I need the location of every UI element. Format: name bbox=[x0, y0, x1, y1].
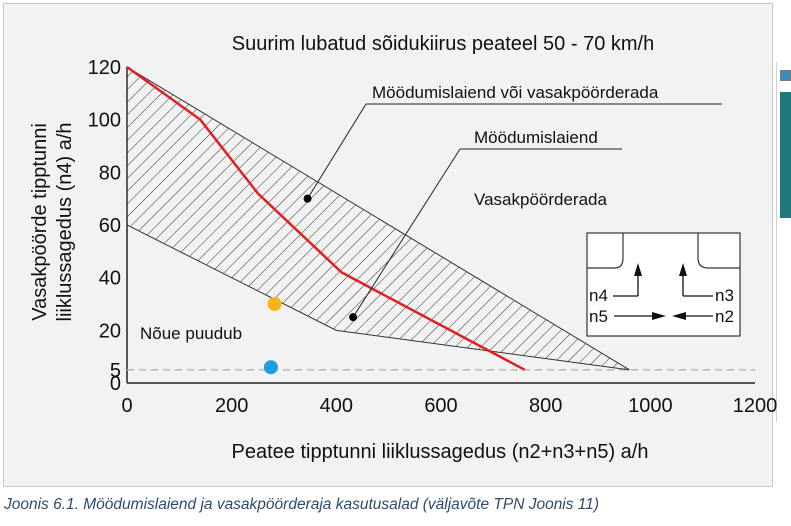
x-axis-label: Peatee tipptunni liiklussagedus (n2+n3+n… bbox=[232, 441, 649, 463]
n4-arrow-head bbox=[634, 263, 642, 276]
adjacent-window-strip bbox=[776, 62, 791, 422]
intersection-inset: n4 n3 n5 n2 bbox=[586, 232, 741, 337]
inset-left-curb bbox=[587, 233, 624, 269]
y-tick-label: 0 bbox=[110, 373, 121, 395]
n2-arrow-head bbox=[672, 312, 686, 320]
inset-label-n5: n5 bbox=[589, 307, 608, 326]
hatched-region bbox=[126, 66, 630, 371]
x-tick-label: 200 bbox=[215, 395, 248, 417]
annotation-left-lane: Vasakpöörderada bbox=[474, 190, 607, 209]
inset-label-n4: n4 bbox=[589, 286, 608, 305]
y-tick-label: 5 bbox=[110, 360, 121, 382]
x-tick-label: 1200 bbox=[733, 395, 778, 417]
annotation-none: Nõue puudub bbox=[140, 324, 242, 343]
y-axis-label-line2: liiklussagedus (n4) a/h bbox=[54, 123, 76, 322]
y-tick-label: 120 bbox=[88, 57, 121, 79]
inset-label-n3: n3 bbox=[715, 286, 734, 305]
y-axis-label-line1: Vasakpöörde tipptunni bbox=[29, 123, 51, 321]
y-tick-label: 40 bbox=[99, 268, 121, 290]
data-point bbox=[267, 297, 282, 311]
data-point bbox=[303, 194, 312, 203]
leader-line-passing bbox=[352, 148, 461, 318]
inset-label-n2: n2 bbox=[715, 307, 734, 326]
annotation-both: Möödumislaiend või vasakpöörderada bbox=[372, 83, 659, 102]
data-point bbox=[349, 313, 358, 322]
figure-caption: Joonis 6.1. Möödumislaiend ja vasakpöörd… bbox=[4, 496, 600, 513]
n3-arrow-head bbox=[679, 263, 687, 276]
inset-right-curb bbox=[697, 233, 740, 269]
inset-frame bbox=[586, 232, 741, 337]
n5-arrow-head bbox=[652, 312, 666, 320]
accent-bar bbox=[780, 92, 791, 218]
y-tick-label: 80 bbox=[99, 162, 121, 184]
x-tick-label: 800 bbox=[529, 395, 562, 417]
y-tick-label: 60 bbox=[99, 215, 121, 237]
leader-line-both bbox=[307, 103, 367, 199]
annotation-passing: Möödumislaiend bbox=[474, 128, 598, 147]
threshold-line bbox=[126, 65, 526, 371]
x-tick-label: 1000 bbox=[628, 395, 673, 417]
y-tick-label: 20 bbox=[99, 320, 121, 342]
x-tick-label: 400 bbox=[320, 395, 353, 417]
y-tick-label: 100 bbox=[88, 110, 121, 132]
chart-title: Suurim lubatud sõidukiirus peateel 50 - … bbox=[232, 33, 654, 55]
data-point bbox=[263, 360, 278, 375]
x-tick-label: 600 bbox=[424, 395, 457, 417]
x-tick-label: 0 bbox=[121, 395, 132, 417]
